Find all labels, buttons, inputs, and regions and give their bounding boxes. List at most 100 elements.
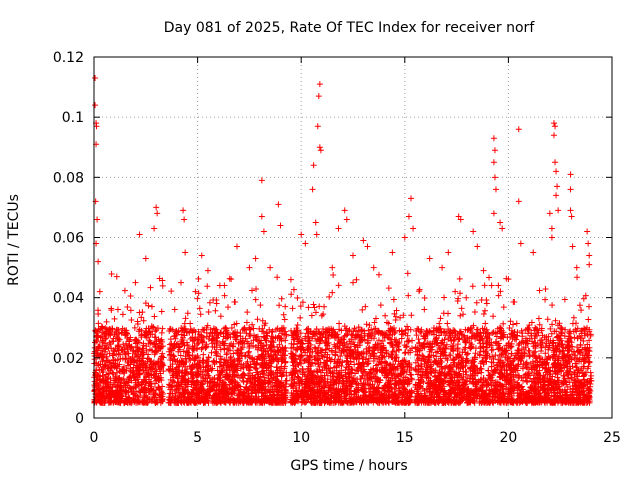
data-point bbox=[94, 394, 101, 401]
data-point bbox=[281, 316, 288, 323]
data-point bbox=[220, 393, 227, 400]
data-point bbox=[119, 346, 126, 353]
data-point bbox=[228, 377, 235, 384]
data-point bbox=[176, 344, 183, 351]
data-point bbox=[130, 391, 137, 398]
data-point bbox=[111, 364, 118, 371]
data-point bbox=[200, 399, 207, 406]
data-point bbox=[176, 369, 183, 376]
data-point bbox=[209, 340, 216, 347]
data-point bbox=[227, 347, 234, 354]
data-point bbox=[259, 317, 266, 324]
data-point bbox=[246, 326, 253, 333]
data-point bbox=[98, 367, 105, 374]
data-point bbox=[213, 326, 220, 333]
data-point bbox=[192, 354, 199, 361]
data-point bbox=[105, 370, 112, 377]
data-point bbox=[149, 363, 156, 370]
data-point bbox=[268, 329, 275, 336]
data-point bbox=[121, 380, 128, 387]
data-point bbox=[98, 323, 105, 330]
data-point bbox=[274, 357, 281, 364]
data-point bbox=[216, 282, 223, 289]
data-point bbox=[156, 366, 163, 373]
data-point bbox=[171, 306, 178, 313]
data-point bbox=[95, 320, 102, 327]
data-point bbox=[247, 332, 254, 339]
data-point bbox=[211, 329, 218, 336]
data-point bbox=[212, 326, 219, 333]
data-point bbox=[174, 329, 181, 336]
data-point bbox=[298, 399, 305, 406]
data-point bbox=[108, 345, 115, 352]
data-point bbox=[251, 364, 258, 371]
data-point bbox=[138, 327, 145, 334]
data-point bbox=[198, 381, 205, 388]
data-point bbox=[157, 345, 164, 352]
data-point bbox=[240, 325, 247, 332]
data-point bbox=[258, 380, 265, 387]
data-point bbox=[199, 371, 206, 378]
data-point bbox=[189, 334, 196, 341]
data-point bbox=[231, 372, 238, 379]
data-point bbox=[136, 388, 143, 395]
data-point bbox=[180, 375, 187, 382]
data-point bbox=[148, 357, 155, 364]
data-point bbox=[253, 393, 260, 400]
data-point bbox=[159, 325, 166, 332]
data-point bbox=[205, 372, 212, 379]
data-point bbox=[236, 352, 243, 359]
data-point bbox=[114, 306, 121, 313]
data-point bbox=[95, 360, 102, 367]
data-point bbox=[294, 294, 301, 301]
data-point bbox=[278, 394, 285, 401]
data-point bbox=[195, 275, 202, 282]
data-point bbox=[179, 327, 186, 334]
data-point bbox=[183, 329, 190, 336]
data-point bbox=[252, 296, 259, 303]
data-point bbox=[277, 382, 284, 389]
data-point bbox=[214, 390, 221, 397]
data-point bbox=[276, 381, 283, 388]
data-point bbox=[190, 363, 197, 370]
data-point bbox=[217, 313, 224, 320]
data-point bbox=[159, 350, 166, 357]
data-point bbox=[181, 320, 188, 327]
data-point bbox=[250, 325, 257, 332]
data-point bbox=[227, 356, 234, 363]
data-point bbox=[256, 387, 263, 394]
data-point bbox=[217, 353, 224, 360]
data-point bbox=[93, 399, 100, 406]
data-point bbox=[202, 375, 209, 382]
data-point bbox=[336, 320, 343, 327]
data-point bbox=[143, 347, 150, 354]
data-point bbox=[152, 334, 159, 341]
data-point bbox=[216, 363, 223, 370]
data-point bbox=[148, 303, 155, 310]
data-point bbox=[96, 385, 103, 392]
data-point bbox=[290, 286, 297, 293]
data-point bbox=[200, 334, 207, 341]
data-point bbox=[405, 292, 412, 299]
data-point bbox=[249, 372, 256, 379]
data-point bbox=[111, 348, 118, 355]
data-point bbox=[193, 393, 200, 400]
data-point bbox=[187, 320, 194, 327]
data-point bbox=[133, 377, 140, 384]
data-point bbox=[366, 322, 373, 329]
data-point bbox=[263, 332, 270, 339]
data-point bbox=[167, 390, 174, 397]
data-point bbox=[223, 357, 230, 364]
data-point bbox=[214, 337, 221, 344]
data-point bbox=[206, 388, 213, 395]
data-point bbox=[150, 387, 157, 394]
data-point bbox=[99, 339, 106, 346]
data-point bbox=[112, 345, 119, 352]
data-point bbox=[170, 353, 177, 360]
data-point bbox=[139, 345, 146, 352]
data-point bbox=[153, 327, 160, 334]
data-point bbox=[271, 388, 278, 395]
data-point bbox=[255, 390, 262, 397]
data-point bbox=[116, 399, 123, 406]
